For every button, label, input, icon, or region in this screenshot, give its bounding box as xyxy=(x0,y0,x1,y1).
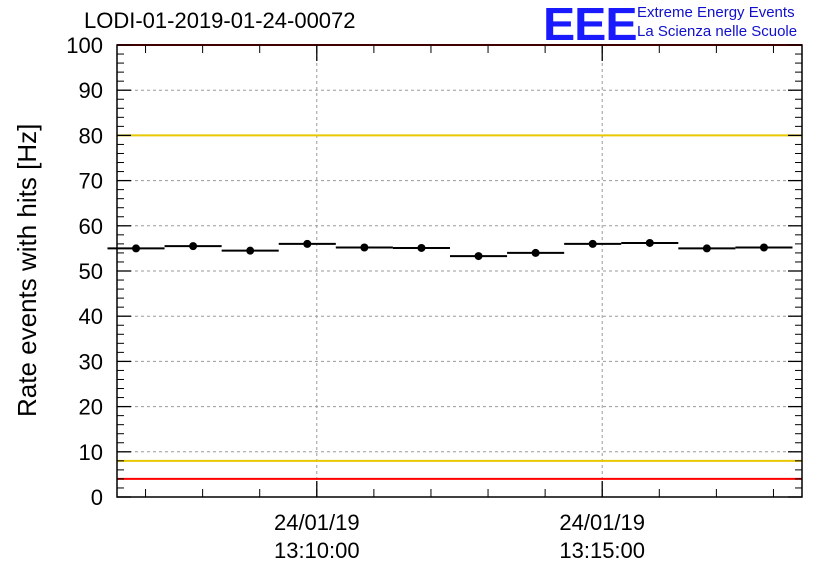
data-point xyxy=(702,244,711,253)
logo-line-2: La Scienza nelle Scuole xyxy=(637,23,798,40)
chart-title: LODI-01-2019-01-24-00072 xyxy=(84,8,356,33)
y-tick-label: 100 xyxy=(66,33,103,58)
data-point xyxy=(189,242,198,251)
y-tick-label: 30 xyxy=(79,349,103,374)
y-tick-label: 70 xyxy=(79,169,103,194)
data-point xyxy=(588,239,597,248)
logo-line-1: Extreme Energy Events xyxy=(637,4,795,21)
data-point xyxy=(132,244,141,253)
y-tick-label: 50 xyxy=(79,259,103,284)
x-tick-label-date: 24/01/19 xyxy=(274,510,360,535)
y-tick-label: 10 xyxy=(79,440,103,465)
data-point xyxy=(645,238,654,247)
y-tick-label: 80 xyxy=(79,123,103,148)
data-point xyxy=(531,248,540,257)
y-tick-label: 60 xyxy=(79,214,103,239)
x-tick-label-date: 24/01/19 xyxy=(559,510,645,535)
y-tick-label: 90 xyxy=(79,78,103,103)
data-point xyxy=(759,243,768,252)
y-tick-label: 20 xyxy=(79,395,103,420)
grid-lines xyxy=(117,45,802,497)
y-axis-label: Rate events with hits [Hz] xyxy=(12,123,42,417)
data-point xyxy=(417,243,426,252)
data-point xyxy=(474,252,483,261)
y-tick-label: 40 xyxy=(79,304,103,329)
data-point xyxy=(246,246,255,255)
eee-logo: EEE xyxy=(543,0,638,50)
x-tick-label-time: 13:15:00 xyxy=(559,538,645,563)
data-point xyxy=(303,239,312,248)
x-tick-label-time: 13:10:00 xyxy=(274,538,360,563)
axis-ticks xyxy=(117,44,802,498)
y-tick-label: 0 xyxy=(91,485,103,510)
data-points xyxy=(107,238,793,261)
reference-lines xyxy=(117,44,802,480)
data-point xyxy=(360,243,369,252)
tick-labels: 0 10 20 30 40 50 60 70 80 90 100 24/01/19 13:10:00 24… xyxy=(66,33,645,563)
logo-text: Extreme Energy Events La Scienza nelle S… xyxy=(637,3,797,41)
